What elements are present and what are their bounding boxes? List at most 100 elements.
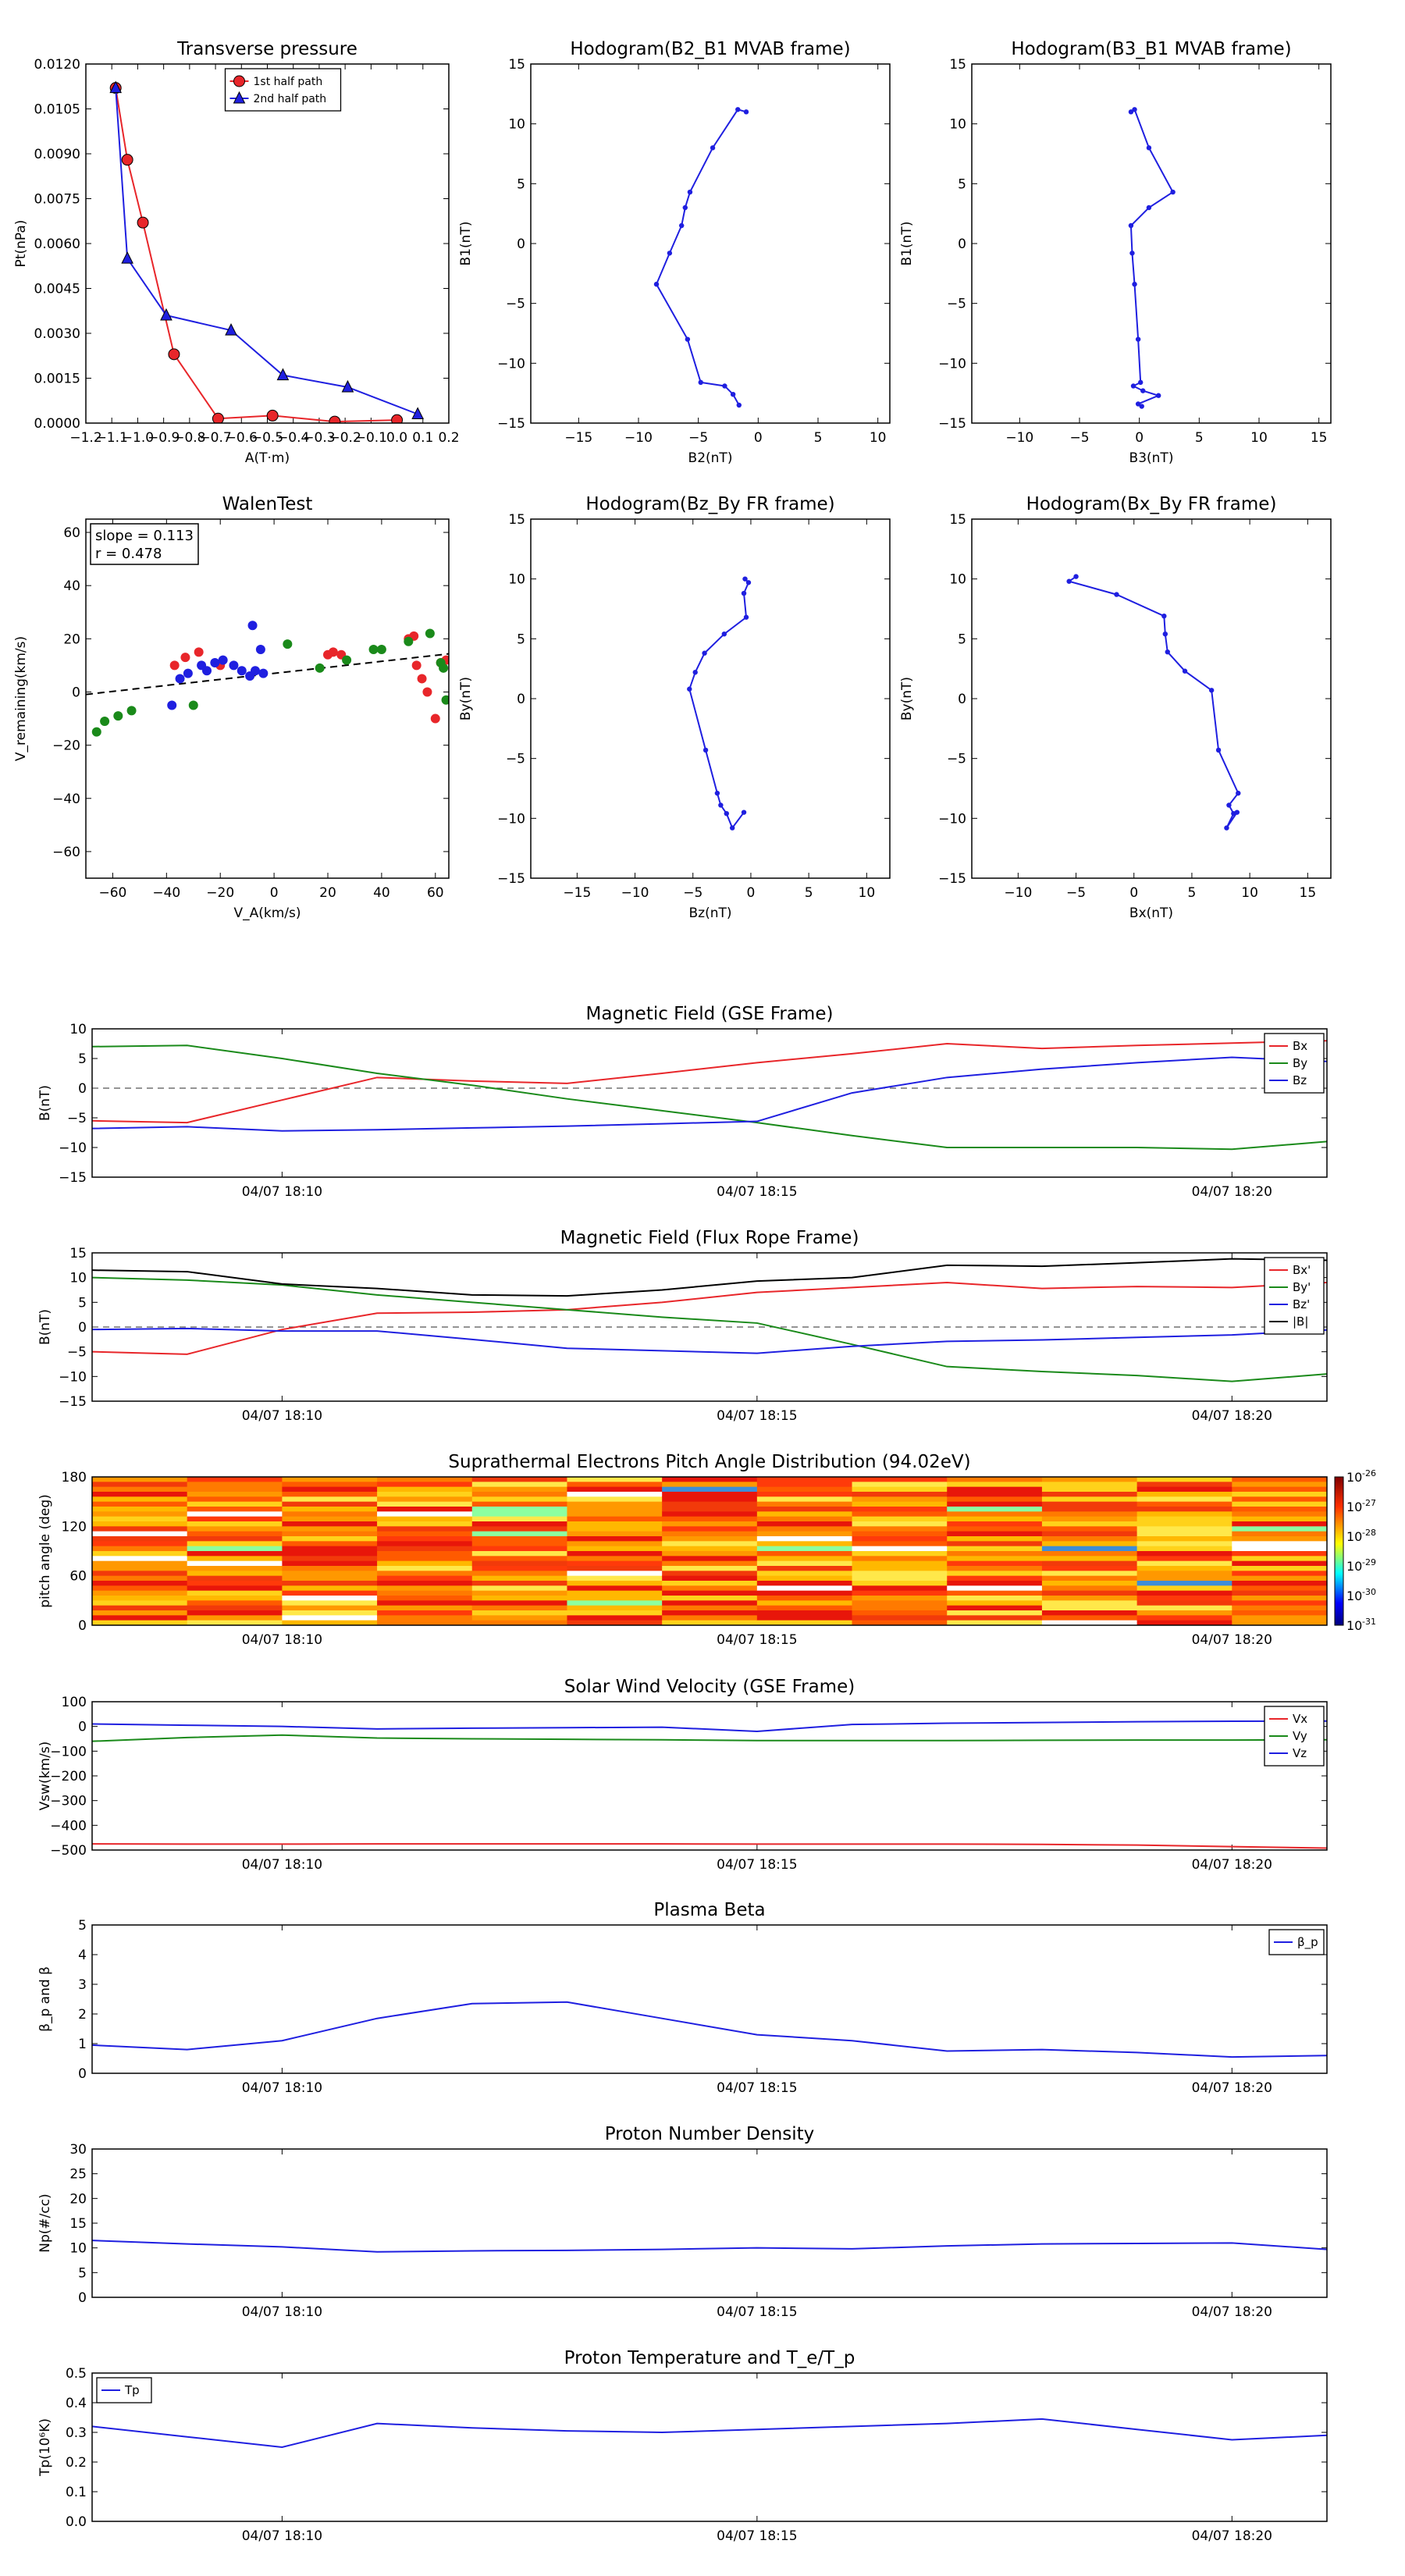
heatmap-cell (187, 1585, 283, 1592)
heatmap-cell (756, 1571, 853, 1577)
heatmap-cell (377, 1620, 473, 1625)
heatmap-cell (852, 1516, 948, 1522)
scatter-point (210, 658, 220, 667)
x-tick-label: −5 (688, 430, 708, 446)
x-tick-label: 04/07 18:10 (242, 1184, 322, 1200)
heatmap-cell (756, 1492, 853, 1497)
x-tick-label: −1.0 (122, 430, 154, 446)
heatmap-cell (187, 1556, 283, 1562)
plot-frame (91, 1701, 1328, 1851)
heatmap-cell (282, 1501, 378, 1507)
x-tick-label: 04/07 18:15 (717, 2528, 797, 2544)
scatter-point (126, 706, 137, 716)
heatmap-cell (187, 1590, 283, 1596)
y-tick-label: 15 (69, 1246, 87, 1261)
data-point (1236, 790, 1241, 796)
heatmap-cell (1041, 1531, 1138, 1537)
heatmap-cell (282, 1556, 378, 1562)
x-tick-label: 60 (427, 885, 444, 901)
y-tick-label: 10 (508, 572, 525, 588)
heatmap-cell (852, 1492, 948, 1497)
heatmap-cell (282, 1610, 378, 1616)
heatmap-cell (282, 1482, 378, 1488)
x-tick-label: 04/07 18:15 (717, 1408, 797, 1424)
x-tick-label: 0.2 (438, 430, 459, 446)
heatmap-cell (1136, 1526, 1232, 1532)
heatmap-cell (1041, 1600, 1138, 1606)
heatmap-cell (567, 1507, 663, 1512)
x-tick-label: −5 (1069, 430, 1089, 446)
colorbar-tick-label: 10 (1346, 1589, 1362, 1603)
heatmap-cell (377, 1507, 473, 1512)
heatmap-cell (377, 1605, 473, 1611)
heatmap-cell (1232, 1581, 1327, 1586)
x-tick-label: 0 (270, 885, 279, 901)
y-tick-label: 15 (69, 2216, 87, 2232)
heatmap-cell (756, 1560, 853, 1567)
x-axis-label: B2(nT) (688, 450, 733, 466)
heatmap-cell (1232, 1600, 1327, 1606)
y-tick-label: 5 (517, 632, 525, 647)
annotation-box (90, 523, 199, 565)
heatmap-cell (662, 1585, 758, 1592)
heatmap-cell (756, 1526, 853, 1532)
series-line-Vy (92, 1734, 1327, 1742)
y-tick-label: 4 (78, 1948, 87, 1963)
data-point (1129, 251, 1135, 256)
heatmap-cell (187, 1600, 283, 1606)
x-axis-label: Bx(nT) (1129, 906, 1173, 921)
x-tick-label: 04/07 18:10 (242, 1408, 322, 1424)
data-point (667, 251, 673, 256)
x-tick-label: 04/07 18:20 (1192, 1857, 1272, 1873)
heatmap-cell (567, 1536, 663, 1542)
x-tick-label: −60 (98, 885, 126, 901)
heatmap-cell (187, 1536, 283, 1542)
x-tick-label: 0.0 (386, 430, 407, 446)
data-point (1066, 578, 1072, 584)
scatter-point (218, 655, 228, 665)
heatmap-cell (1136, 1596, 1232, 1601)
heatmap-cell (1041, 1482, 1138, 1488)
plot-frame (530, 518, 891, 879)
y-tick-label: 60 (69, 1569, 87, 1585)
heatmap-cell (92, 1571, 188, 1577)
y-tick-label: 0 (78, 1720, 87, 1735)
heatmap-cell (1136, 1496, 1232, 1503)
chart-mag_fr: Magnetic Field (Flux Rope Frame) 04/07 18… (37, 1228, 1328, 1424)
y-tick-label: 0 (78, 1618, 87, 1634)
scatter-point (441, 695, 449, 705)
heatmap-cell (756, 1556, 853, 1562)
heatmap-cell (471, 1536, 568, 1542)
plot-frame (91, 2372, 1328, 2522)
y-tick-label: 0 (958, 237, 966, 252)
data-point (1073, 574, 1079, 579)
x-tick-label: 10 (870, 430, 887, 446)
y-tick-label: −100 (50, 1744, 87, 1759)
y-tick-label: 5 (78, 1918, 87, 1934)
chart-beta: Plasma Beta 04/07 18:10 04/07 18:15 04/07 1… (37, 1900, 1328, 2096)
x-tick-label: 04/07 18:10 (242, 2528, 322, 2544)
heatmap-cell (1136, 1615, 1232, 1621)
heatmap-cell (471, 1531, 568, 1537)
heatmap-cell (852, 1556, 948, 1562)
series-line-hodogram (1067, 575, 1240, 829)
y-tick-label: 15 (508, 57, 525, 73)
heatmap-cell (1232, 1531, 1327, 1537)
heatmap-cell (756, 1605, 853, 1611)
heatmap-cell (662, 1501, 758, 1507)
heatmap-cell (282, 1516, 378, 1522)
heatmap-cell (1136, 1516, 1232, 1522)
plot-area (1128, 107, 1176, 409)
legend-label: Bx' (1293, 1263, 1311, 1277)
scatter-point (439, 663, 449, 673)
x-tick-label: −0.2 (329, 430, 361, 446)
heatmap-cell (377, 1521, 473, 1527)
heatmap-cell (567, 1575, 663, 1582)
heatmap-cell (1041, 1501, 1138, 1507)
y-tick-label: 1 (78, 2037, 87, 2052)
heatmap-cell (1041, 1511, 1138, 1517)
x-tick-label: 10 (1250, 430, 1268, 446)
x-tick-label: 5 (1188, 885, 1197, 901)
heatmap-cell (567, 1521, 663, 1527)
heatmap-cell (662, 1605, 758, 1611)
